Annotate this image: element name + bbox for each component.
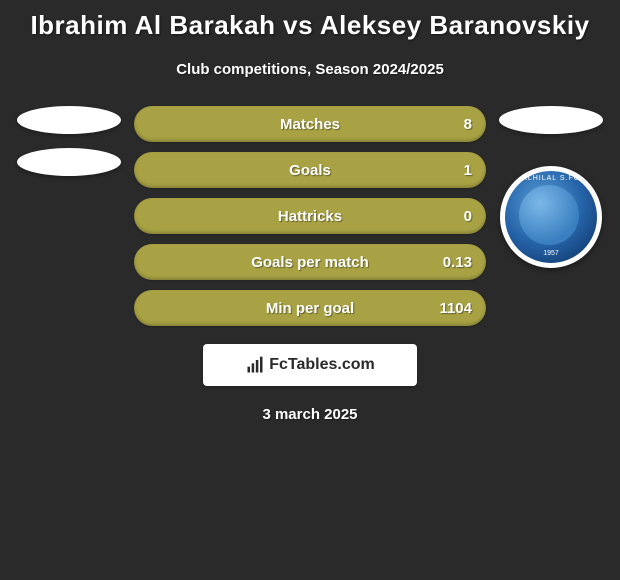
page-title: Ibrahim Al Barakah vs Aleksey Baranovski…	[14, 10, 606, 41]
attribution-text: FcTables.com	[269, 356, 375, 374]
stat-label: Min per goal	[266, 300, 354, 317]
club-badge-icon: ALHILAL S.FC 1957	[500, 166, 602, 268]
stat-bar: Matches 8	[134, 106, 486, 142]
badge-year: 1957	[543, 250, 559, 257]
stat-value: 0	[464, 208, 472, 225]
subtitle: Club competitions, Season 2024/2025	[14, 61, 606, 78]
player-placeholder-icon	[499, 106, 603, 134]
date-text: 3 march 2025	[14, 406, 606, 423]
club-placeholder-icon	[17, 148, 121, 176]
stat-label: Matches	[280, 116, 340, 133]
stat-bar: Min per goal 1104	[134, 290, 486, 326]
badge-text: ALHILAL S.FC	[522, 175, 580, 182]
stat-label: Hattricks	[278, 208, 342, 225]
stat-label: Goals	[289, 162, 331, 179]
stat-label: Goals per match	[251, 254, 369, 271]
stat-bar: Goals per match 0.13	[134, 244, 486, 280]
stat-value: 0.13	[443, 254, 472, 271]
right-player-col: ALHILAL S.FC 1957	[496, 106, 606, 268]
stat-value: 1104	[439, 300, 472, 317]
stat-value: 1	[464, 162, 472, 179]
attribution-badge[interactable]: FcTables.com	[203, 344, 417, 386]
left-player-col	[14, 106, 124, 176]
player-placeholder-icon	[17, 106, 121, 134]
content-row: Matches 8 Goals 1 Hattricks 0 Goals per match 0…	[14, 106, 606, 326]
stats-column: Matches 8 Goals 1 Hattricks 0 Goals per match 0…	[134, 106, 486, 326]
stat-value: 8	[464, 116, 472, 133]
chart-icon	[245, 355, 265, 375]
stat-bar: Goals 1	[134, 152, 486, 188]
comparison-card: Ibrahim Al Barakah vs Aleksey Baranovski…	[0, 0, 620, 431]
stat-bar: Hattricks 0	[134, 198, 486, 234]
